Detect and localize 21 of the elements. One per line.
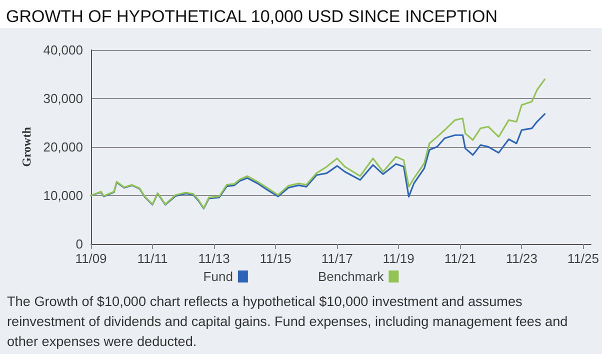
x-tick-label: 11/11 (137, 251, 168, 266)
line-series (90, 113, 546, 210)
y-tick-label: 30,000 (43, 91, 83, 106)
chart-title: GROWTH OF HYPOTHETICAL 10,000 USD SINCE INCEPTION (0, 0, 602, 28)
x-tick-label: 11/23 (506, 251, 538, 266)
x-tick-label: 11/13 (198, 251, 230, 266)
y-tick-label: 10,000 (43, 188, 83, 203)
legend-label: Fund (203, 269, 233, 284)
x-tick-label: 11/09 (75, 251, 107, 266)
x-tick-label: 11/15 (260, 251, 292, 266)
legend-label: Benchmark (318, 269, 384, 284)
y-axis-title: Growth (19, 126, 34, 167)
x-tick-label: 11/17 (321, 251, 353, 266)
line-series (90, 78, 546, 209)
text: The Growth of $10,000 chart reflects a hypothetical $10,000 investment and assumes reinvestment of dividends and capital gains. Fund expenses, including management fees and other expenses were deducted. (7, 293, 569, 351)
y-tick-label: 40,000 (43, 42, 83, 58)
x-tick-label: 11/25 (567, 251, 600, 266)
x-tick-label: 11/19 (382, 251, 414, 266)
x-tick-label: 11/21 (444, 251, 476, 266)
y-tick-label: 20,000 (43, 140, 83, 154)
y-tick-label: 0 (76, 236, 83, 252)
